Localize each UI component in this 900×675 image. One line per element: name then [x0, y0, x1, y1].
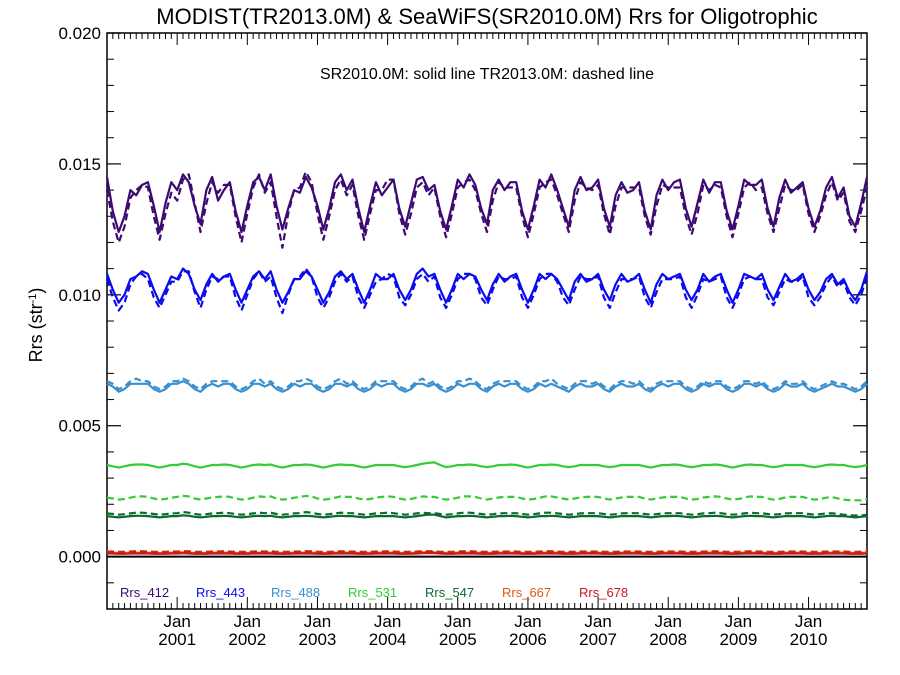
series-rrs-443-dashed	[105, 267, 869, 315]
x-tick-label-month: Jan	[234, 612, 261, 631]
legend-entry: Rrs_667	[502, 585, 551, 600]
x-tick-label-year: 2006	[509, 630, 547, 649]
y-tick-label: 0.010	[58, 286, 101, 305]
series-rrs-488-solid	[106, 380, 868, 393]
x-tick-label-month: Jan	[725, 612, 752, 631]
x-tick-label-year: 2007	[579, 630, 617, 649]
y-tick-label: 0.000	[58, 548, 101, 567]
plot-frame	[106, 32, 868, 610]
legend-entry: Rrs_678	[579, 585, 628, 600]
legend-entry: Rrs_531	[348, 585, 397, 600]
x-tick-label-year: 2002	[228, 630, 266, 649]
series-rrs-547-dashed	[106, 510, 868, 517]
x-tick-label-month: Jan	[514, 612, 541, 631]
x-tick-label-year: 2004	[369, 630, 407, 649]
series-rrs-678-dashed	[107, 550, 868, 554]
legend-entry: Rrs_488	[271, 585, 320, 600]
series-rrs-443-solid	[105, 267, 869, 304]
series-rrs-412-solid	[105, 173, 869, 234]
x-tick-label-month: Jan	[374, 612, 401, 631]
series-rrs-531-solid	[106, 461, 868, 469]
series-rrs-678-solid	[107, 552, 868, 555]
series-rrs-488-dashed	[106, 377, 868, 391]
x-tick-label-year: 2005	[439, 630, 477, 649]
x-tick-label-month: Jan	[584, 612, 611, 631]
series-rrs-531-dashed	[106, 494, 868, 502]
y-tick-label: 0.020	[58, 24, 101, 43]
x-tick-label-month: Jan	[163, 612, 190, 631]
x-tick-label-month: Jan	[795, 612, 822, 631]
line-style-annotation: SR2010.0M: solid line TR2013.0M: dashed …	[320, 66, 654, 83]
x-tick-label-year: 2008	[649, 630, 687, 649]
x-tick-label-month: Jan	[444, 612, 471, 631]
y-axis-label: Rrs (str-1)	[26, 288, 46, 363]
series-rrs-412-dashed	[105, 170, 869, 249]
legend-entry: Rrs_412	[120, 585, 169, 600]
y-tick-label: 0.005	[58, 417, 101, 436]
plot-area: 0.0000.0050.0100.0150.020Jan2001Jan2002J…	[58, 24, 869, 649]
legend-entry: Rrs_443	[196, 585, 245, 600]
chart-title: MODIST(TR2013.0M) & SeaWiFS(SR2010.0M) R…	[156, 4, 817, 29]
x-tick-label-year: 2001	[158, 630, 196, 649]
x-tick-label-year: 2009	[719, 630, 757, 649]
x-tick-label-month: Jan	[655, 612, 682, 631]
x-tick-label-month: Jan	[304, 612, 331, 631]
x-tick-label-year: 2003	[299, 630, 337, 649]
series-rrs-547-solid	[106, 513, 868, 519]
x-tick-label-year: 2010	[790, 630, 828, 649]
y-tick-label: 0.015	[58, 155, 101, 174]
legend-entry: Rrs_547	[425, 585, 474, 600]
